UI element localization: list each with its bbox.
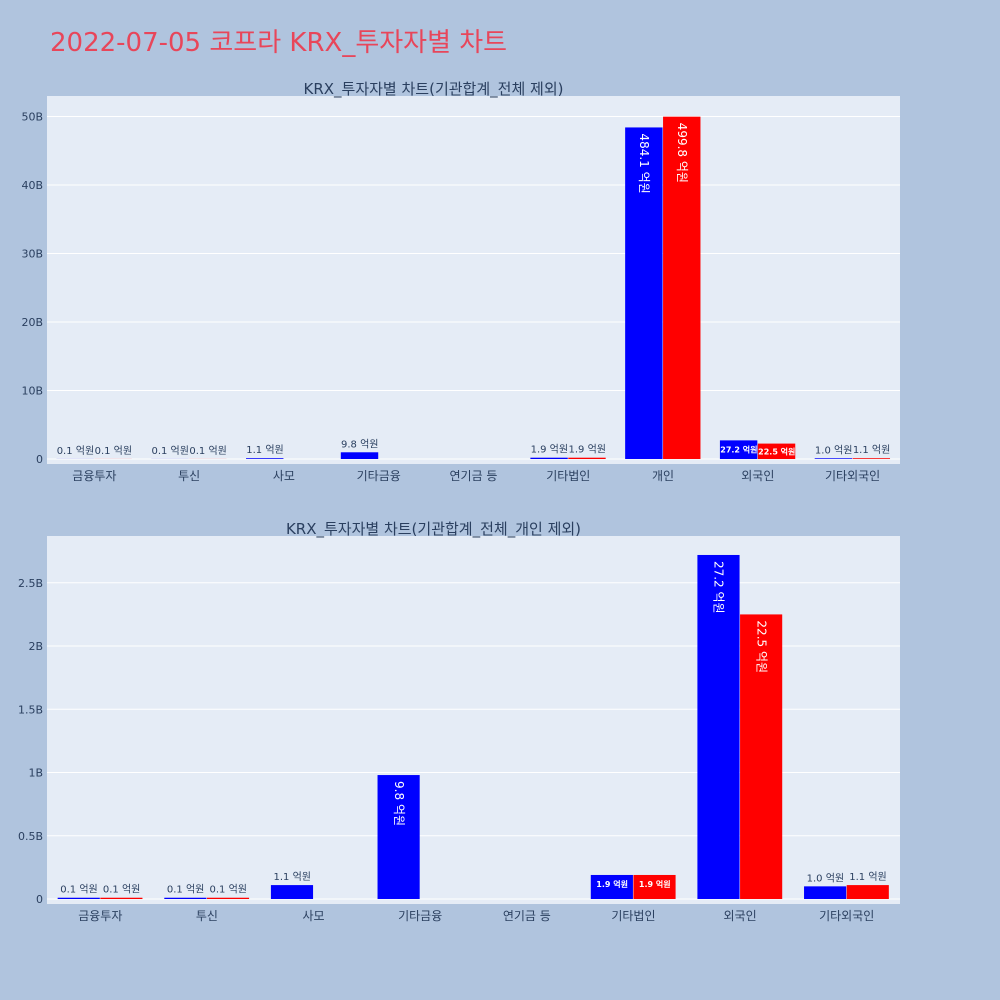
data-label: 484.1 억원 <box>637 133 651 193</box>
plot-area <box>47 96 900 464</box>
data-label: 1.9 억원 <box>639 879 671 889</box>
y-tick-label: 0 <box>36 453 43 466</box>
x-tick-label: 금융투자 <box>78 909 122 923</box>
x-tick-label: 외국인 <box>741 469 774 483</box>
data-label: 27.2 억원 <box>712 561 726 614</box>
y-tick-label: 0.5B <box>18 830 43 843</box>
chart-2: KRX_투자자별 차트(기관합계_전체_개인 제외) 0 0.5B 1B 1.5B 2B 2… <box>18 520 900 923</box>
x-tick-label: 투신 <box>196 909 218 923</box>
data-label: 0.1 억원 <box>103 884 140 896</box>
x-tick-label: 기타금융 <box>357 469 401 483</box>
x-tick-label: 기타외국인 <box>825 469 880 483</box>
data-label: 1.0 억원 <box>807 872 844 884</box>
data-label: 0.1 억원 <box>210 884 247 896</box>
bar <box>846 885 889 899</box>
bar <box>246 458 284 459</box>
bar <box>340 452 379 459</box>
data-label: 0.1 억원 <box>60 884 97 896</box>
y-tick-label: 2B <box>28 640 43 653</box>
data-label: 1.1 억원 <box>849 871 886 883</box>
x-tick-label: 외국인 <box>724 909 757 923</box>
data-label: 1.9 억원 <box>531 444 568 456</box>
bar <box>270 885 314 899</box>
x-tick-label: 연기금 등 <box>503 909 551 923</box>
chart-title: KRX_투자자별 차트(기관합계_전체 제외) <box>304 80 564 99</box>
bar <box>633 874 676 899</box>
bar <box>757 443 796 459</box>
x-tick-label: 금융투자 <box>72 469 116 483</box>
data-label: 0.1 억원 <box>189 445 226 457</box>
data-label: 499.8 억원 <box>675 123 689 183</box>
x-tick-label: 개인 <box>652 469 674 483</box>
bar <box>740 614 783 899</box>
data-label: 22.5 억원 <box>754 620 768 673</box>
x-tick-label: 기타금융 <box>398 909 442 923</box>
bar <box>164 897 207 899</box>
bar <box>697 554 740 899</box>
data-label: 22.5 억원 <box>758 446 795 456</box>
y-tick-label: 50B <box>21 111 43 124</box>
y-tick-label: 1B <box>28 767 43 780</box>
y-tick-label: 30B <box>21 248 43 261</box>
x-tick-label: 투신 <box>178 469 200 483</box>
bar <box>530 457 568 459</box>
x-tick-label: 사모 <box>303 909 325 923</box>
bar <box>719 440 758 459</box>
data-label: 1.1 억원 <box>853 444 890 456</box>
data-label: 1.9 억원 <box>596 879 628 889</box>
bar <box>206 897 250 899</box>
bar <box>852 458 891 459</box>
y-tick-label: 2.5B <box>18 577 43 590</box>
chart-title: KRX_투자자별 차트(기관합계_전체_개인 제외) <box>286 520 581 539</box>
data-label: 0.1 억원 <box>57 445 94 457</box>
bar <box>57 897 100 899</box>
page-title: 2022-07-05 코프라 KRX_투자자별 차트 <box>50 28 508 58</box>
data-label: 9.8 억원 <box>392 781 406 826</box>
bar <box>663 116 701 460</box>
bar <box>804 886 847 899</box>
bar <box>590 874 633 899</box>
data-label: 0.1 억원 <box>167 884 204 896</box>
bar <box>100 897 143 899</box>
data-label: 1.0 억원 <box>815 444 852 456</box>
y-tick-label: 20B <box>21 316 43 329</box>
y-tick-label: 1.5B <box>18 703 43 716</box>
y-tick-label: 40B <box>21 179 43 192</box>
x-tick-label: 연기금 등 <box>450 469 498 483</box>
x-tick-label: 기타외국인 <box>819 909 874 923</box>
data-label: 1.1 억원 <box>273 871 310 883</box>
y-tick-label: 10B <box>21 385 43 398</box>
x-tick-label: 사모 <box>273 469 295 483</box>
bar <box>377 775 420 899</box>
bar <box>568 457 606 459</box>
chart-1: KRX_투자자별 차트(기관합계_전체 제외) 0 10B 20B 30B 40B 50B 금… <box>21 80 900 483</box>
x-tick-label: 기타법인 <box>611 909 655 923</box>
data-label: 1.1 억원 <box>246 444 283 456</box>
x-tick-label: 기타법인 <box>546 469 590 483</box>
bar <box>814 458 853 459</box>
bar <box>625 127 663 459</box>
data-label: 0.1 억원 <box>151 445 188 457</box>
data-label: 9.8 억원 <box>341 438 378 450</box>
data-label: 1.9 억원 <box>568 444 605 456</box>
y-tick-label: 0 <box>36 893 43 906</box>
data-label: 27.2 억원 <box>720 444 757 454</box>
data-label: 0.1 억원 <box>95 445 132 457</box>
